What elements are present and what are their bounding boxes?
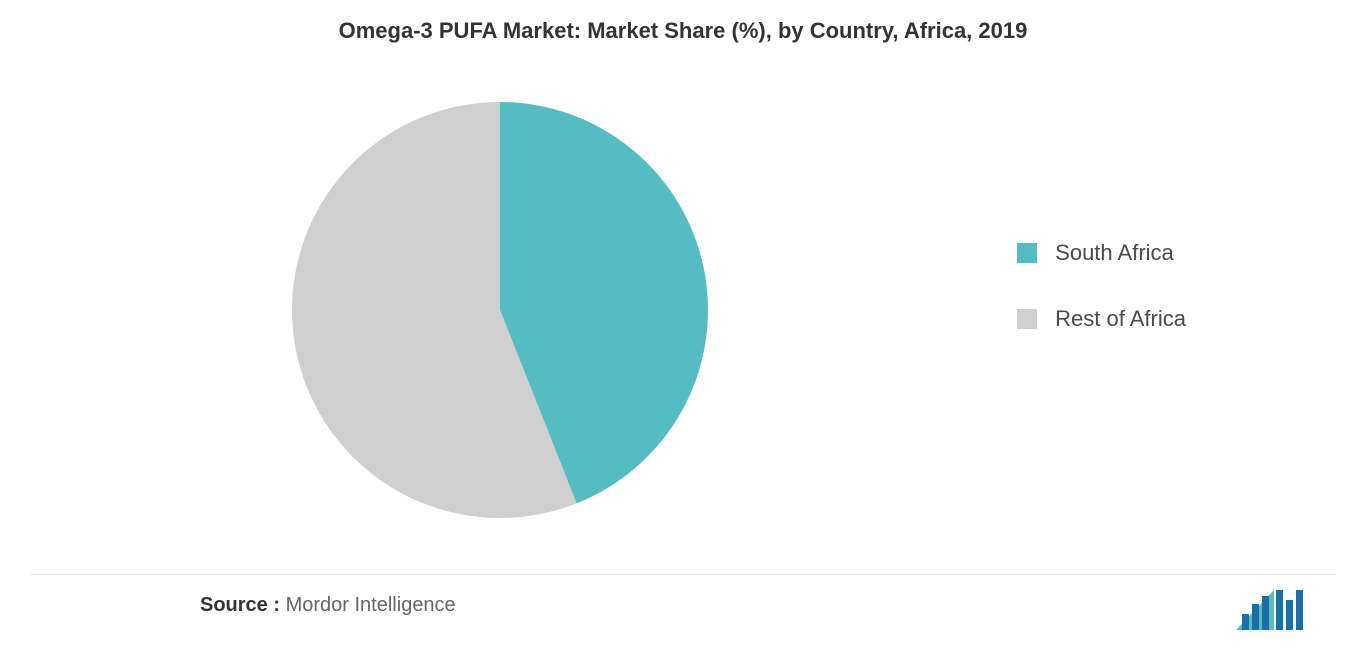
source-line: Source : Mordor Intelligence (200, 594, 456, 617)
logo-bar-icon (1296, 590, 1303, 630)
chart-title: Omega-3 PUFA Market: Market Share (%), b… (0, 0, 1366, 44)
logo-bar-icon (1252, 604, 1259, 630)
legend-label: South Africa (1055, 240, 1174, 266)
brand-logo (1236, 590, 1306, 630)
legend-item: Rest of Africa (1017, 306, 1186, 332)
source-value: Mordor Intelligence (286, 594, 456, 616)
logo-bar-icon (1262, 596, 1269, 630)
pie-chart-area (280, 90, 720, 530)
source-label: Source : (200, 594, 280, 616)
legend-label: Rest of Africa (1055, 306, 1186, 332)
legend-item: South Africa (1017, 240, 1186, 266)
logo-bar-icon (1242, 614, 1249, 630)
logo-bar-icon (1276, 590, 1283, 630)
legend: South Africa Rest of Africa (1017, 240, 1186, 372)
separator-line (30, 574, 1336, 575)
logo-bar-icon (1286, 600, 1293, 630)
legend-swatch (1017, 243, 1037, 263)
legend-swatch (1017, 309, 1037, 329)
chart-container: Omega-3 PUFA Market: Market Share (%), b… (0, 0, 1366, 655)
pie-chart-svg (280, 90, 720, 530)
